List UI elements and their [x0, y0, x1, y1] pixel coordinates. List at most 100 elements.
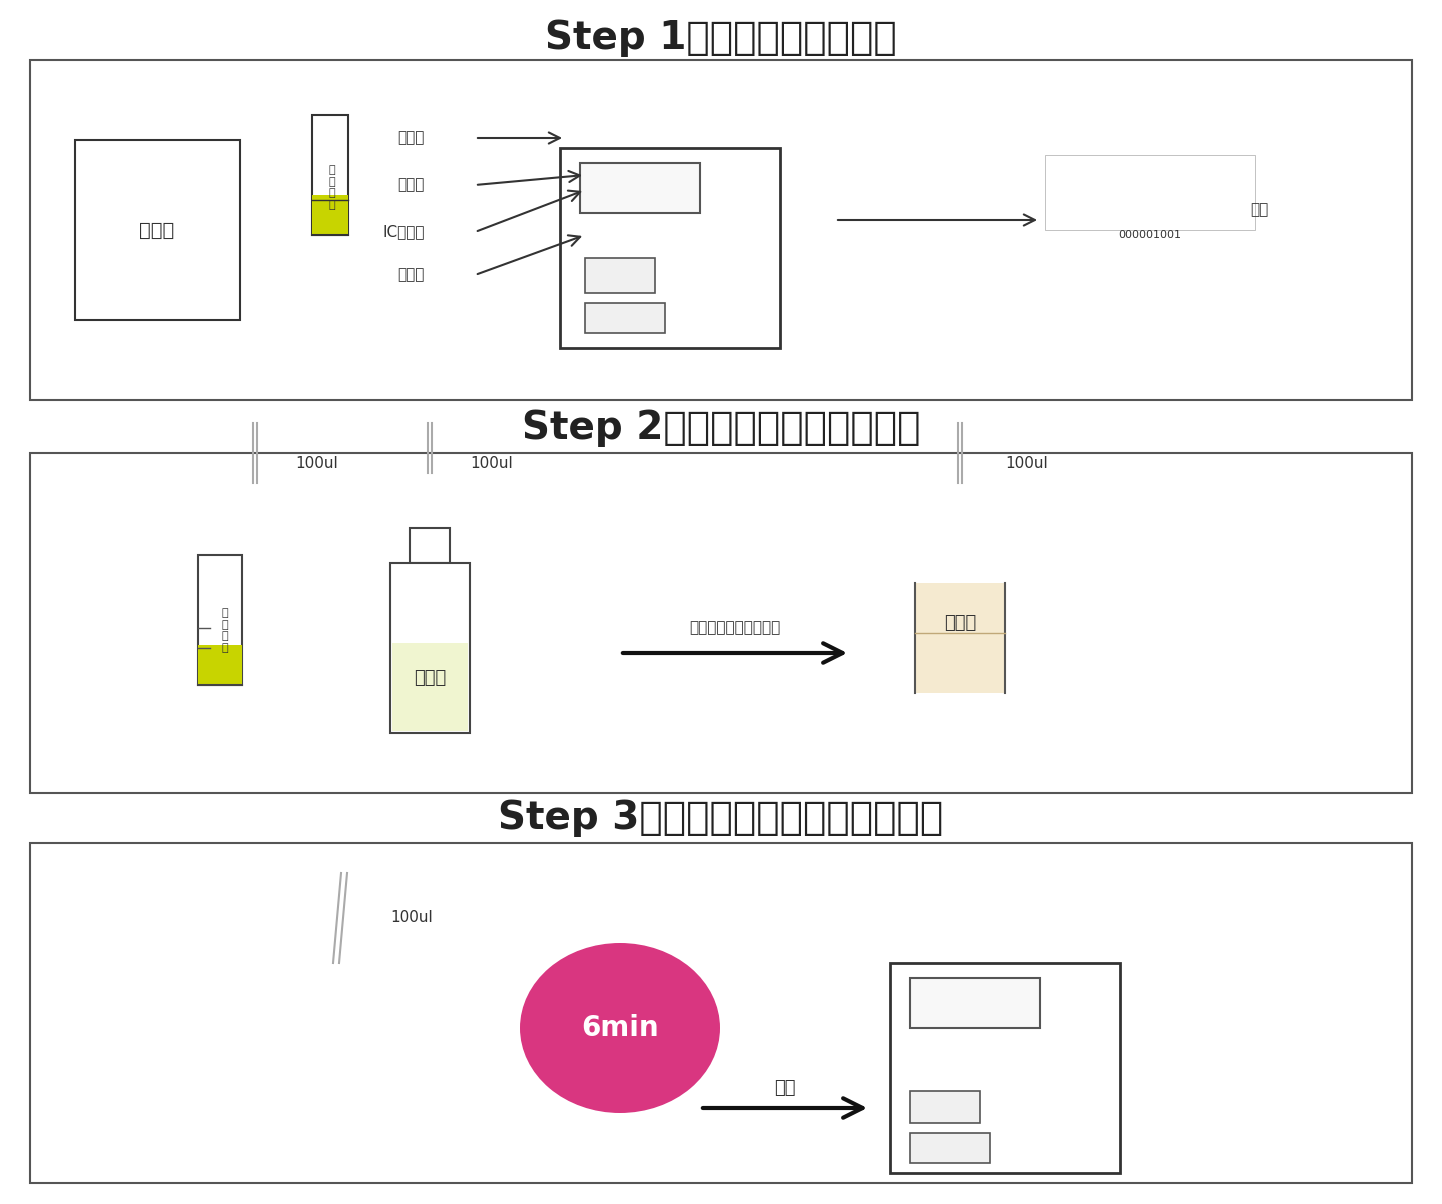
FancyBboxPatch shape — [916, 583, 1005, 694]
FancyBboxPatch shape — [910, 1133, 991, 1163]
Bar — [1080, 160, 1082, 220]
Bar — [1151, 160, 1154, 220]
Bar — [1090, 160, 1092, 220]
Bar — [1050, 160, 1053, 220]
FancyBboxPatch shape — [30, 453, 1412, 793]
FancyBboxPatch shape — [389, 563, 470, 733]
Bar — [1169, 160, 1171, 220]
Bar — [1240, 160, 1242, 220]
Text: 稀釋液: 稀釋液 — [414, 669, 446, 687]
Bar — [1141, 160, 1142, 220]
Polygon shape — [559, 108, 831, 148]
Ellipse shape — [916, 572, 1005, 594]
Text: 6min: 6min — [581, 1014, 659, 1041]
FancyBboxPatch shape — [910, 978, 1040, 1028]
Text: 樣品杯: 樣品杯 — [945, 614, 976, 632]
Polygon shape — [311, 235, 348, 290]
Polygon shape — [955, 483, 965, 529]
Bar — [1175, 160, 1178, 220]
Bar — [1244, 160, 1246, 220]
Bar — [1115, 160, 1116, 220]
Text: 100ul: 100ul — [1005, 455, 1048, 471]
Text: 試劑盒: 試劑盒 — [140, 220, 174, 240]
Polygon shape — [590, 218, 730, 299]
Text: 待
檢
樣
品: 待 檢 樣 品 — [329, 165, 336, 209]
Polygon shape — [89, 889, 330, 1178]
FancyBboxPatch shape — [30, 843, 1412, 1184]
Bar — [1159, 160, 1161, 220]
Polygon shape — [247, 483, 262, 533]
Bar — [1131, 160, 1132, 220]
Bar — [1074, 160, 1079, 220]
Text: 待
檢
樣
品: 待 檢 樣 品 — [222, 608, 228, 653]
Polygon shape — [200, 533, 239, 555]
Bar — [1195, 160, 1197, 220]
Bar — [1100, 160, 1103, 220]
FancyBboxPatch shape — [410, 529, 450, 563]
Polygon shape — [1079, 1072, 1120, 1115]
Bar — [1094, 160, 1096, 220]
FancyBboxPatch shape — [75, 140, 239, 320]
Text: 000001001: 000001001 — [1119, 230, 1181, 240]
Bar — [1135, 160, 1136, 220]
Bar — [1155, 160, 1156, 220]
FancyBboxPatch shape — [910, 1091, 981, 1123]
Text: 讀數: 讀數 — [774, 1079, 796, 1097]
Text: 打印機: 打印機 — [398, 130, 425, 146]
Polygon shape — [162, 957, 239, 1019]
Bar — [1066, 160, 1067, 220]
FancyBboxPatch shape — [311, 195, 348, 235]
Polygon shape — [424, 473, 435, 529]
Polygon shape — [239, 90, 296, 320]
Polygon shape — [1120, 923, 1169, 1173]
Polygon shape — [198, 685, 242, 743]
Polygon shape — [75, 90, 296, 140]
FancyBboxPatch shape — [392, 643, 469, 731]
Bar — [1084, 160, 1086, 220]
Bar — [1110, 160, 1112, 220]
Ellipse shape — [200, 527, 239, 539]
Bar — [1190, 160, 1191, 220]
Text: 插卡口: 插卡口 — [398, 267, 425, 283]
Bar — [1056, 160, 1057, 220]
Text: 顯示屏: 顯示屏 — [398, 177, 425, 193]
Bar — [1120, 160, 1122, 220]
Ellipse shape — [916, 681, 1005, 704]
FancyBboxPatch shape — [585, 258, 655, 293]
Bar — [1210, 160, 1211, 220]
Bar — [1105, 160, 1106, 220]
Ellipse shape — [389, 724, 470, 742]
Polygon shape — [890, 923, 1169, 963]
Bar — [1230, 160, 1231, 220]
FancyBboxPatch shape — [311, 116, 348, 235]
Bar — [1216, 160, 1217, 220]
Polygon shape — [780, 108, 831, 348]
FancyBboxPatch shape — [30, 60, 1412, 400]
Text: 掃碼: 掃碼 — [1250, 202, 1269, 218]
Bar — [1145, 160, 1146, 220]
Bar — [1234, 160, 1236, 220]
Polygon shape — [185, 1063, 245, 1112]
FancyBboxPatch shape — [198, 555, 242, 685]
Bar — [1206, 160, 1207, 220]
Bar — [1200, 160, 1203, 220]
Text: Step 3：加樣，讀數，打印檢測報告: Step 3：加樣，讀數，打印檢測報告 — [499, 799, 943, 837]
Bar — [1125, 160, 1128, 220]
FancyBboxPatch shape — [198, 645, 242, 685]
Text: Step 2：取樣、加稀釋液，混勻: Step 2：取樣、加稀釋液，混勻 — [522, 409, 920, 447]
FancyBboxPatch shape — [559, 148, 780, 348]
Bar — [1185, 160, 1187, 220]
Bar — [1070, 160, 1071, 220]
Text: Step 1：回溫、開機、掃碼: Step 1：回溫、開機、掃碼 — [545, 19, 897, 57]
FancyBboxPatch shape — [580, 163, 699, 213]
Polygon shape — [329, 963, 340, 1013]
Bar — [1226, 160, 1229, 220]
Text: 加熱樣品杯，吸打混勻: 加熱樣品杯，吸打混勻 — [689, 620, 780, 636]
Bar — [1060, 160, 1061, 220]
Text: 100ul: 100ul — [296, 455, 337, 471]
Text: IC卡插口: IC卡插口 — [382, 224, 425, 240]
Bar — [1165, 160, 1167, 220]
Polygon shape — [740, 243, 780, 283]
Text: 100ul: 100ul — [470, 455, 513, 471]
Ellipse shape — [389, 554, 470, 572]
